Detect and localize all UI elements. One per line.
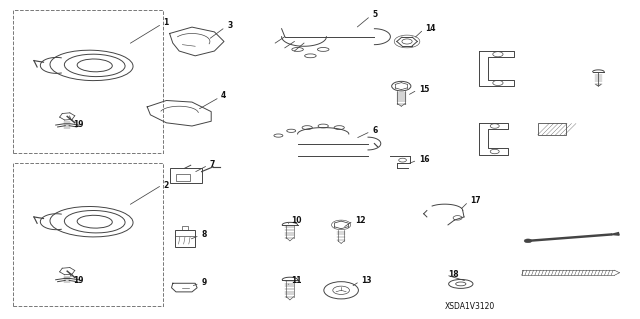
Bar: [170, 168, 202, 183]
Text: 13: 13: [362, 276, 372, 285]
Text: 1: 1: [163, 18, 168, 27]
Circle shape: [524, 239, 532, 243]
Text: 17: 17: [470, 197, 481, 205]
Bar: [175, 230, 195, 247]
Text: 10: 10: [291, 216, 301, 225]
Bar: [13, 10, 163, 153]
Text: 18: 18: [448, 270, 459, 279]
Bar: [538, 123, 566, 135]
Text: 3: 3: [227, 21, 232, 30]
Text: 2: 2: [163, 181, 168, 189]
Polygon shape: [611, 233, 619, 235]
Text: 12: 12: [355, 216, 365, 225]
Text: 16: 16: [419, 155, 429, 164]
Text: 19: 19: [74, 120, 84, 129]
Text: 8: 8: [202, 230, 207, 239]
Text: 11: 11: [291, 276, 301, 285]
Text: 19: 19: [74, 276, 84, 285]
Bar: [182, 226, 188, 230]
Text: 14: 14: [426, 24, 436, 33]
Text: 9: 9: [202, 278, 207, 287]
Text: 6: 6: [372, 126, 378, 135]
Text: XSDA1V3120: XSDA1V3120: [445, 302, 495, 311]
Bar: [13, 163, 163, 306]
Bar: [176, 174, 190, 181]
Text: 15: 15: [419, 85, 429, 94]
Text: 4: 4: [221, 91, 226, 100]
Text: 7: 7: [210, 160, 215, 169]
Text: 5: 5: [372, 10, 378, 19]
